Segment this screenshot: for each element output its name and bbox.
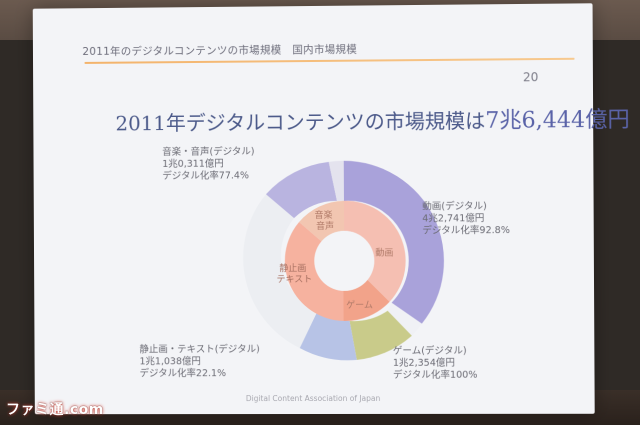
title-prefix: 2011年デジタルコンテンツの市場規模は [115, 109, 485, 136]
slide-header: 2011年のデジタルコンテンツの市場規模 国内市場規模 [82, 42, 357, 59]
inner-label-music: 音楽 音声 [315, 209, 336, 232]
label-video-rate: デジタル化率92.8% [422, 225, 510, 237]
donut-hole [314, 231, 374, 291]
inner-label-still: 静止画 テキスト [276, 262, 312, 285]
label-game: ゲーム(デジタル) 1兆2,354億円 デジタル化率100% [393, 346, 478, 382]
inner-label-music-line1: 音楽 [315, 209, 333, 221]
label-still-value: 1兆1,038億円 [139, 356, 259, 368]
label-video: 動画(デジタル) 4兆2,741億円 デジタル化率92.8% [422, 201, 510, 238]
inner-label-music-line2: 音声 [316, 220, 334, 232]
projection-screen: 2011年のデジタルコンテンツの市場規模 国内市場規模 20 2011年デジタル… [33, 3, 595, 414]
label-game-name: ゲーム(デジタル) [393, 346, 477, 358]
inner-label-game: ゲーム [346, 299, 373, 311]
page-number: 20 [523, 70, 538, 84]
label-game-rate: デジタル化率100% [393, 370, 477, 382]
label-music-rate: デジタル化率77.4% [162, 170, 254, 183]
inner-label-video: 動画 [375, 248, 393, 259]
title-highlight: 7兆6,444億円 [485, 108, 630, 134]
watermark-logo: ファミ通.com [6, 399, 104, 419]
label-still-name: 静止画・テキスト(デジタル) [139, 344, 259, 356]
label-music-value: 1兆0,311億円 [162, 158, 254, 171]
donut-chart: 音楽 音声 動画 ゲーム 静止画 テキスト [239, 155, 450, 366]
label-video-name: 動画(デジタル) [422, 201, 510, 214]
label-video-value: 4兆2,741億円 [422, 213, 510, 225]
label-game-value: 1兆2,354億円 [393, 358, 477, 370]
inner-label-still-line1: 静止画 [279, 262, 306, 274]
label-still: 静止画・テキスト(デジタル) 1兆1,038億円 デジタル化率22.1% [139, 344, 260, 380]
label-still-rate: デジタル化率22.1% [140, 368, 260, 380]
header-rule [84, 58, 574, 64]
slide-footer: Digital Content Association of Japan [35, 394, 595, 404]
label-music-name: 音楽・音声(デジタル) [162, 146, 254, 159]
slide-title: 2011年デジタルコンテンツの市場規模は7兆6,444億円 [115, 102, 629, 138]
inner-label-still-line2: テキスト [277, 274, 313, 285]
label-music: 音楽・音声(デジタル) 1兆0,311億円 デジタル化率77.4% [162, 146, 254, 182]
